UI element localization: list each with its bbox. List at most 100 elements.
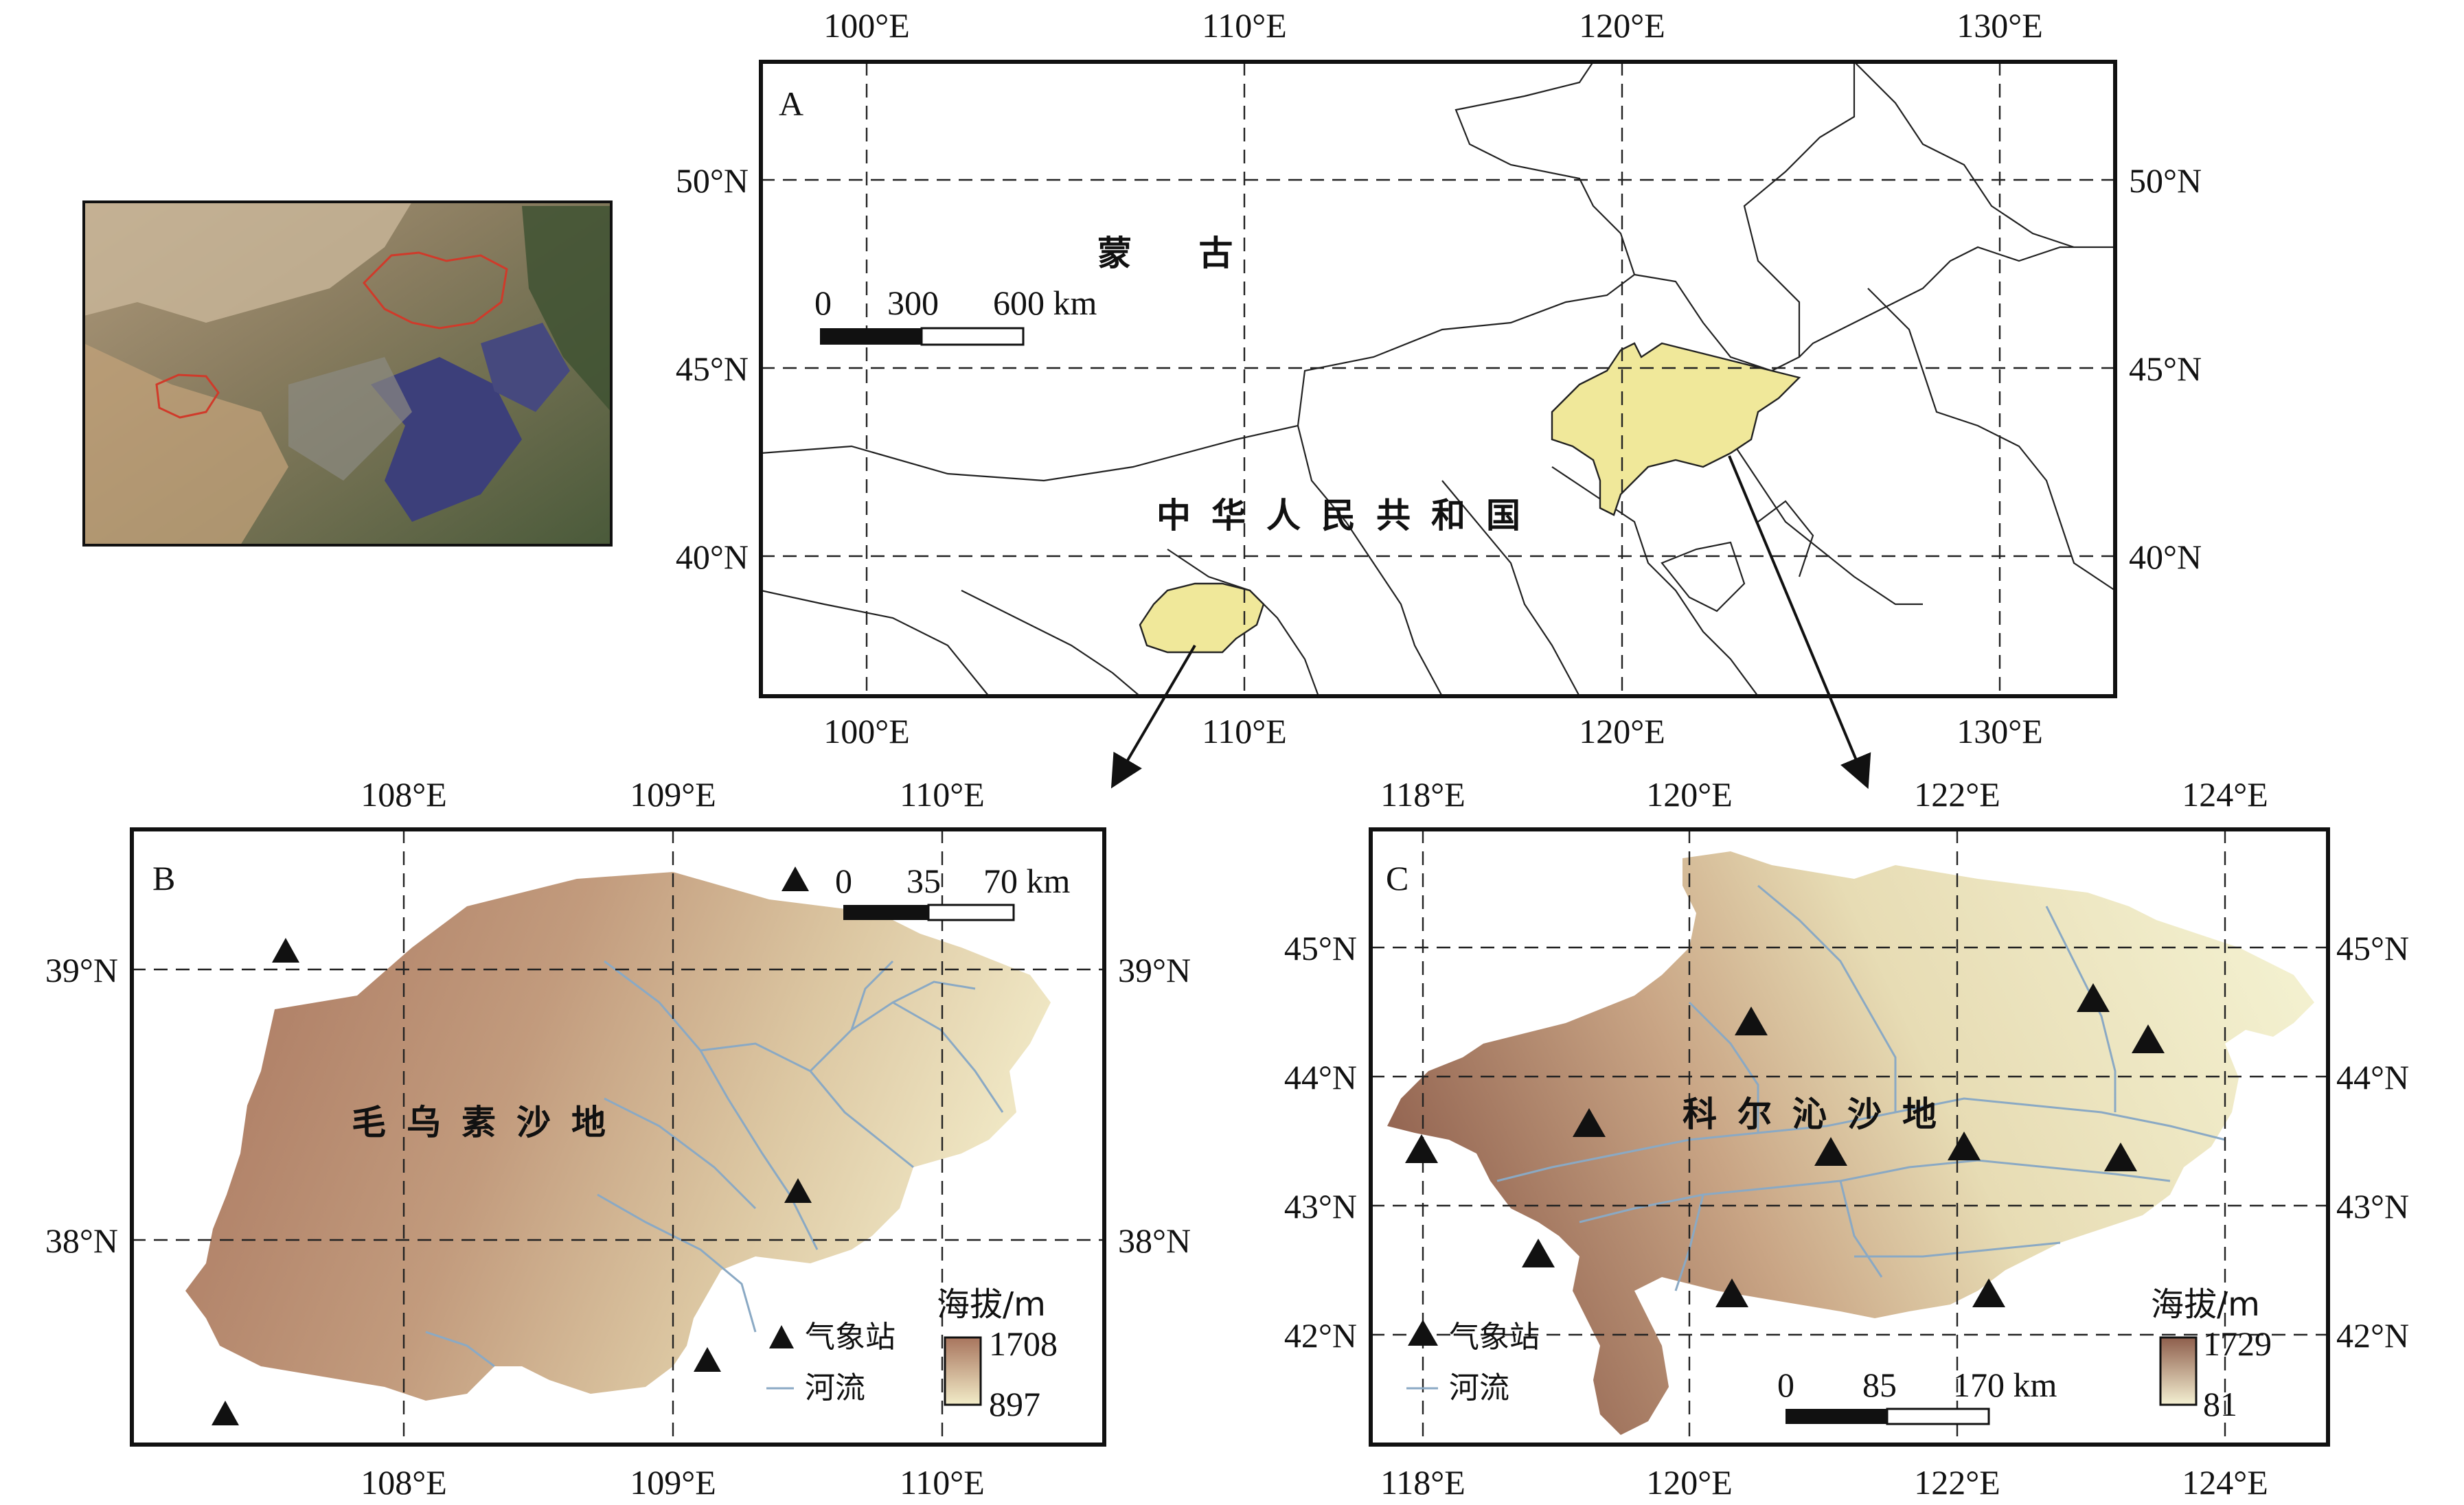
panel-b-stations [212, 866, 812, 1425]
panel-c-bottom-tick: 118°E [1380, 1463, 1465, 1502]
panel-a-right-tick: 50°N [2129, 161, 2202, 200]
panel-b-right-tick: 38°N [1118, 1221, 1191, 1260]
weather-station [2077, 983, 2110, 1012]
label-muus-sandland: 毛乌素沙地 [352, 1102, 626, 1142]
horqin-sandland-area [1387, 851, 2314, 1435]
panel-c-left-tick: 44°N [1284, 1058, 1357, 1096]
panel-c: C 118°E 120°E 122°E 124°E 118°E 120°E 12… [1284, 775, 2409, 1502]
label-horqin-sandland: 科尔沁沙地 [1682, 1094, 1957, 1134]
panel-b-grid [132, 829, 1104, 1445]
panel-b-right-tick: 39°N [1118, 951, 1191, 989]
panel-a-letter: A [779, 84, 803, 123]
weather-station [1972, 1278, 2005, 1307]
scale-label: 0 [835, 862, 852, 900]
legend-station-label: 气象站 [805, 1320, 896, 1355]
panel-c-top-tick: 122°E [1914, 775, 2000, 814]
panel-c-right-tick: 42°N [2336, 1316, 2409, 1355]
panel-c-right-tick: 44°N [2336, 1058, 2409, 1096]
panel-a: A 100°E 110°E 120°E 130°E 100°E 110°E 12… [676, 6, 2202, 750]
elevation-min: 81 [2203, 1385, 2237, 1423]
scale-label: 35 [906, 862, 941, 900]
elevation-ramp [2159, 1336, 2198, 1406]
panel-b: B 108°E 109°E 110°E 108°E 109°E 110°E 39… [45, 775, 1191, 1502]
weather-station [1715, 1278, 1748, 1307]
weather-station [1522, 1239, 1555, 1267]
panel-b-left-tick: 39°N [45, 951, 118, 989]
panel-a-bottom-tick: 130°E [1957, 712, 2043, 750]
inset-horqin-outline [362, 251, 508, 330]
panel-c-left-tick: 43°N [1284, 1187, 1357, 1226]
panel-c-left-tick: 45°N [1284, 929, 1357, 967]
elevation-min: 897 [989, 1385, 1040, 1423]
panel-c-bottom-tick: 124°E [2182, 1463, 2268, 1502]
panel-a-top-tick: 120°E [1579, 6, 1665, 45]
panel-a-bottom-tick: 110°E [1202, 712, 1287, 750]
panel-a-bottom-tick: 120°E [1579, 712, 1665, 750]
panel-a-scale-bar: 0 300 600 km [814, 284, 1097, 346]
panel-c-top-tick: 120°E [1646, 775, 1733, 814]
panel-a-left-tick: 50°N [676, 161, 749, 200]
elevation-max: 1708 [989, 1324, 1058, 1363]
satellite-inset [82, 200, 613, 547]
panel-b-top-tick: 110°E [900, 775, 985, 814]
panel-b-legend: 气象站 河流 海拔/m 1708 897 [766, 1285, 1058, 1423]
scale-label: 300 [887, 284, 939, 322]
panel-c-bottom-tick: 120°E [1646, 1463, 1733, 1502]
station-legend-icon [1408, 1320, 1438, 1346]
legend-river-label: 河流 [1449, 1370, 1509, 1405]
elevation-title: 海拔/m [937, 1285, 1046, 1324]
weather-station [1405, 1134, 1438, 1163]
panel-c-bottom-tick: 122°E [1914, 1463, 2000, 1502]
panel-a-top-tick: 130°E [1957, 6, 2043, 45]
weather-station [1573, 1108, 1606, 1137]
panel-b-letter: B [152, 859, 175, 897]
scale-label: 170 km [1953, 1366, 2057, 1404]
panel-b-left-tick: 38°N [45, 1221, 118, 1260]
panel-b-top-tick: 109°E [630, 775, 716, 814]
panel-b-bottom-tick: 108°E [361, 1463, 447, 1502]
scale-label: 70 km [983, 862, 1071, 900]
scale-label: 0 [814, 284, 832, 322]
panel-b-bottom-tick: 110°E [900, 1463, 985, 1502]
panel-c-stations [1405, 983, 2165, 1307]
panel-b-bottom-tick: 109°E [630, 1463, 716, 1502]
weather-station [1814, 1137, 1847, 1166]
panel-c-right-tick: 43°N [2336, 1187, 2409, 1226]
panel-c-right-tick: 45°N [2336, 929, 2409, 967]
label-mongolia: 蒙 古 [1097, 233, 1260, 273]
panel-a-top-tick: 110°E [1202, 6, 1287, 45]
panel-a-muus-region [1139, 582, 1265, 654]
legend-station-label: 气象站 [1449, 1320, 1540, 1355]
inset-muus-outline [155, 374, 220, 419]
panel-b-rivers [425, 960, 1004, 1368]
panel-a-horqin-region [1551, 342, 1801, 516]
weather-station [2132, 1024, 2165, 1053]
scale-label: 85 [1862, 1366, 1897, 1404]
panel-c-scale-bar: 0 85 170 km [1777, 1366, 2057, 1425]
panel-c-rivers [1496, 884, 2226, 1291]
elevation-ramp [944, 1336, 982, 1406]
arrow-to-panel-b [1110, 644, 1196, 789]
panel-a-grid [761, 62, 2115, 696]
weather-station [1735, 1007, 1768, 1035]
arrow-to-panel-c [1728, 455, 1871, 790]
scale-label: 0 [1777, 1366, 1794, 1404]
weather-station [784, 1178, 812, 1203]
panel-b-top-tick: 108°E [361, 775, 447, 814]
elevation-max: 1729 [2203, 1324, 2272, 1363]
panel-a-right-tick: 40°N [2129, 538, 2202, 576]
weather-station [694, 1347, 721, 1372]
panel-c-top-tick: 124°E [2182, 775, 2268, 814]
weather-station [2104, 1142, 2137, 1171]
panel-a-right-tick: 45°N [2129, 349, 2202, 388]
legend-river-label: 河流 [805, 1370, 865, 1405]
elevation-title: 海拔/m [2151, 1285, 2260, 1324]
panel-c-top-tick: 118°E [1380, 775, 1465, 814]
weather-station [1948, 1131, 1981, 1160]
weather-station [212, 1401, 239, 1425]
muus-sandland-area [185, 872, 1051, 1401]
panel-c-left-tick: 42°N [1284, 1316, 1357, 1355]
panel-a-left-tick: 45°N [676, 349, 749, 388]
label-china: 中华人民共和国 [1156, 495, 1541, 536]
